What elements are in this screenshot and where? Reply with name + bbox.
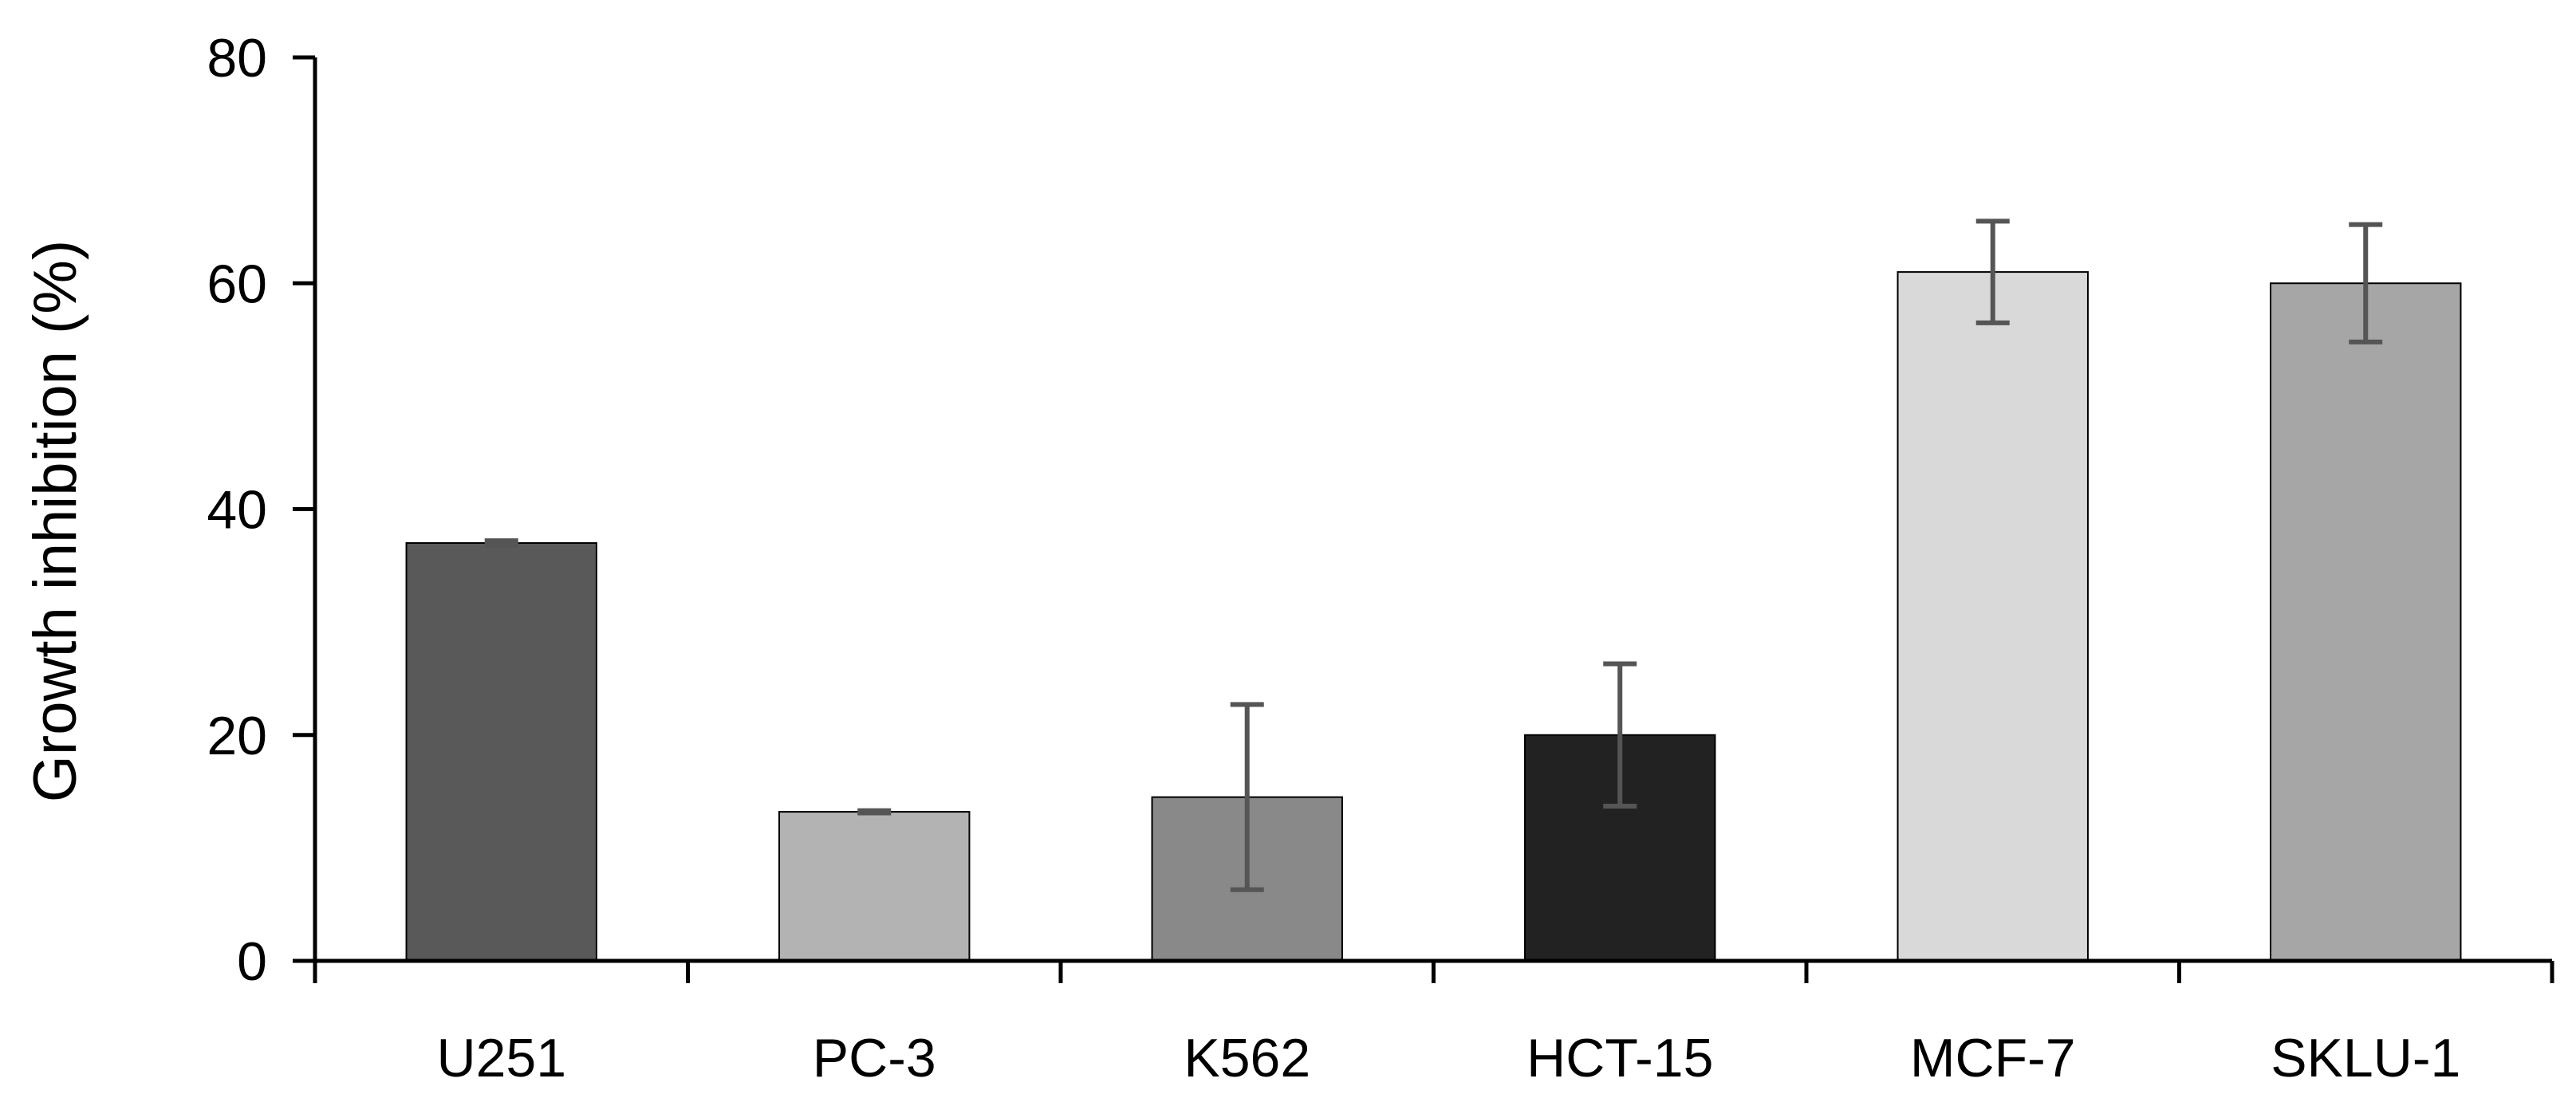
x-tick-label: MCF-7 [1910, 1028, 2076, 1088]
y-tick-label: 20 [207, 706, 267, 766]
y-tick-label: 80 [207, 28, 267, 89]
bar [778, 811, 971, 962]
bars-layer [405, 271, 2462, 962]
x-tick-label: U251 [436, 1028, 566, 1088]
bar [1897, 271, 2089, 962]
labels-layer: U251 PC-3 K562 HCT-15 MCF-7 SKLU-1 0 20 40 60 80 [207, 28, 2460, 1088]
y-tick-label: 40 [207, 480, 267, 541]
x-tick-label: HCT-15 [1526, 1028, 1713, 1088]
error-bars-layer [484, 218, 2383, 892]
bar [405, 541, 597, 962]
x-tick-label: SKLU-1 [2271, 1028, 2460, 1088]
y-axis-title: Growth inhibition (%) [22, 240, 89, 802]
bar [2270, 282, 2462, 962]
axes-layer [293, 55, 2554, 983]
y-tick-label: 60 [207, 254, 267, 314]
x-tick-label: PC-3 [813, 1028, 936, 1088]
y-tick-label: 0 [237, 931, 267, 992]
x-tick-label: K562 [1184, 1028, 1310, 1088]
